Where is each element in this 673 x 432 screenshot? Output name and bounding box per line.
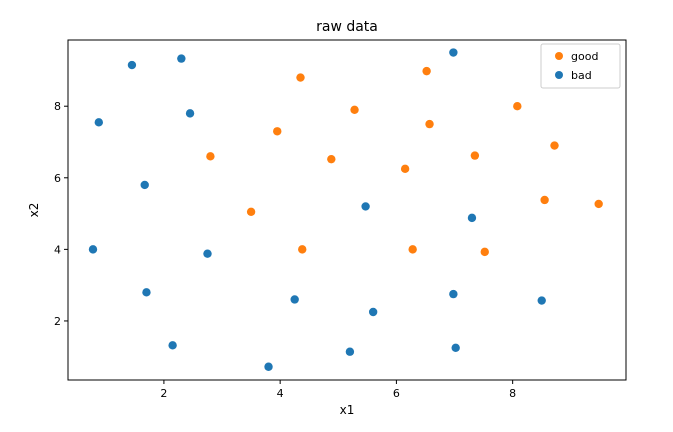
data-point-good (594, 199, 603, 209)
data-point-good (513, 102, 522, 111)
data-point-bad (185, 109, 195, 118)
data-point-bad (94, 118, 104, 127)
data-point-bad (203, 249, 212, 258)
x-tick-label: 2 (160, 387, 167, 400)
data-point-good (246, 207, 256, 216)
data-point-good (480, 247, 489, 257)
y-tick-label: 4 (54, 243, 61, 256)
y-tick-label: 6 (54, 172, 61, 185)
data-point-bad (467, 213, 477, 223)
legend-marker-good (555, 52, 563, 60)
data-point-good (273, 127, 282, 136)
legend: good bad (540, 43, 621, 89)
data-point-bad (368, 307, 378, 317)
y-tick-label: 2 (54, 315, 61, 328)
chart-title: raw data (316, 19, 378, 35)
plot-area (67, 39, 627, 381)
data-point-bad (361, 202, 370, 211)
data-point-good (550, 141, 559, 150)
data-point-bad (451, 343, 460, 352)
data-point-good (470, 151, 480, 160)
data-point-good (327, 154, 336, 164)
data-point-bad (290, 295, 299, 304)
data-point-good (400, 164, 410, 174)
data-point-bad (140, 180, 149, 190)
data-point-good (350, 105, 359, 114)
data-point-bad (345, 347, 355, 356)
data-point-bad (177, 54, 186, 63)
data-point-good (296, 73, 305, 82)
data-point-bad (142, 288, 151, 297)
x-tick-label: 4 (277, 387, 284, 400)
data-point-bad (537, 296, 546, 305)
y-axis-label: x2 (27, 203, 41, 218)
data-point-bad (449, 289, 458, 299)
data-point-good (540, 195, 549, 205)
data-point-bad (168, 341, 177, 350)
data-point-bad (88, 245, 98, 254)
x-axis: 2 4 6 8 (160, 380, 516, 400)
data-point-good (422, 66, 431, 76)
legend-label-bad: bad (571, 69, 592, 82)
x-tick-label: 8 (509, 387, 516, 400)
data-point-bad (264, 362, 273, 371)
x-axis-label: x1 (340, 403, 355, 417)
y-tick-label: 8 (54, 100, 61, 113)
x-tick-label: 6 (393, 387, 400, 400)
legend-label-good: good (571, 50, 598, 63)
data-point-good (408, 245, 417, 254)
data-point-good (206, 152, 215, 161)
data-point-bad (127, 60, 137, 70)
data-points (88, 48, 603, 371)
data-point-good (425, 119, 434, 129)
data-point-bad (449, 48, 458, 57)
data-point-good (298, 245, 307, 254)
y-axis: 2 4 6 8 (54, 100, 68, 328)
legend-marker-bad (555, 71, 563, 79)
